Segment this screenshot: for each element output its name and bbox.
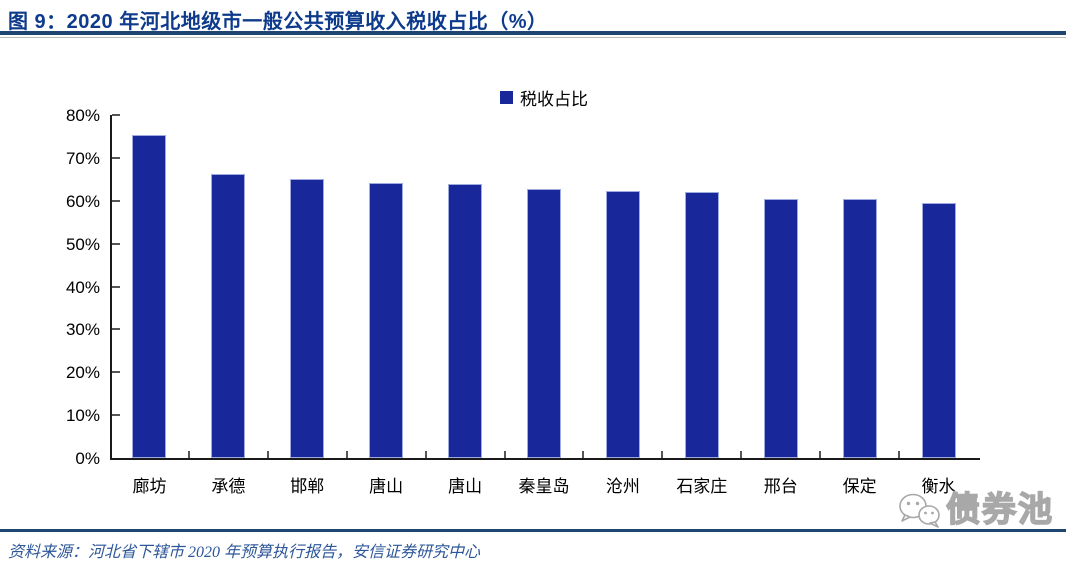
y-axis-tick <box>112 285 120 288</box>
bar-衡水 <box>921 202 956 458</box>
y-tick-label: 40% <box>65 277 100 297</box>
x-axis-tick <box>661 451 664 458</box>
x-tick-label: 衡水 <box>921 477 956 496</box>
x-axis-tick <box>424 451 427 458</box>
y-tick-label: 30% <box>65 320 100 340</box>
source-note: 资料来源：河北省下辖市 2020 年预算执行报告，安信证券研究中心 <box>8 544 481 561</box>
legend-label: 税收占比 <box>520 90 588 109</box>
title-rule-thin <box>0 37 1066 38</box>
x-tick-label: 保定 <box>842 477 877 496</box>
x-tick-label: 秦皇岛 <box>518 477 570 496</box>
y-tick-label: 60% <box>65 191 100 211</box>
bar-保定 <box>842 199 877 458</box>
y-tick-label: 50% <box>65 234 100 254</box>
x-axis-tick <box>819 451 822 458</box>
bar-邯郸 <box>290 178 325 458</box>
x-axis-line <box>110 458 980 460</box>
title-rule-thick <box>0 31 1066 35</box>
y-tick-label: 0% <box>75 449 100 468</box>
x-tick-label: 唐山 <box>448 477 483 496</box>
x-tick-label: 沧州 <box>605 477 640 496</box>
bar-石家庄 <box>684 192 719 458</box>
x-axis-tick <box>345 451 348 458</box>
x-tick-label: 承德 <box>211 477 246 496</box>
bar-廊坊 <box>132 135 167 458</box>
x-tick-label: 廊坊 <box>132 477 167 496</box>
bar-沧州 <box>605 190 640 458</box>
y-axis-tick <box>112 328 120 331</box>
y-axis-tick <box>112 414 120 417</box>
watermark: 债券池 <box>896 489 1054 531</box>
y-tick-label: 80% <box>65 106 100 125</box>
x-axis-tick <box>187 451 190 458</box>
watermark-text: 债券池 <box>945 491 1054 529</box>
bar-承德 <box>211 174 246 458</box>
bar-唐山 <box>369 183 404 458</box>
bar-唐山 <box>448 183 483 458</box>
x-axis-tick <box>266 451 269 458</box>
bar-邢台 <box>763 198 798 458</box>
x-tick-label: 唐山 <box>369 477 404 496</box>
x-tick-label: 石家庄 <box>676 477 728 496</box>
x-axis-tick <box>582 451 585 458</box>
x-tick-label: 邢台 <box>763 477 798 496</box>
y-axis-line <box>110 115 112 458</box>
x-axis-tick <box>503 451 506 458</box>
x-axis-tick <box>898 451 901 458</box>
y-axis-tick <box>112 199 120 202</box>
legend: 税收占比 <box>110 85 978 110</box>
y-axis-tick <box>112 114 120 116</box>
y-tick-label: 70% <box>65 148 100 168</box>
y-tick-label: 10% <box>65 406 100 426</box>
y-tick-label: 20% <box>65 363 100 383</box>
legend-swatch <box>500 91 513 104</box>
bar-秦皇岛 <box>527 188 561 458</box>
y-axis-tick <box>112 371 120 374</box>
x-tick-label: 邯郸 <box>290 477 325 496</box>
wechat-icon <box>899 493 940 528</box>
footer-rule <box>0 529 1066 532</box>
figure-title: 图 9：2020 年河北地级市一般公共预算收入税收占比（%） <box>8 11 548 33</box>
y-axis-tick <box>112 242 120 245</box>
x-axis-tick <box>740 451 743 458</box>
y-axis-tick <box>112 156 120 159</box>
